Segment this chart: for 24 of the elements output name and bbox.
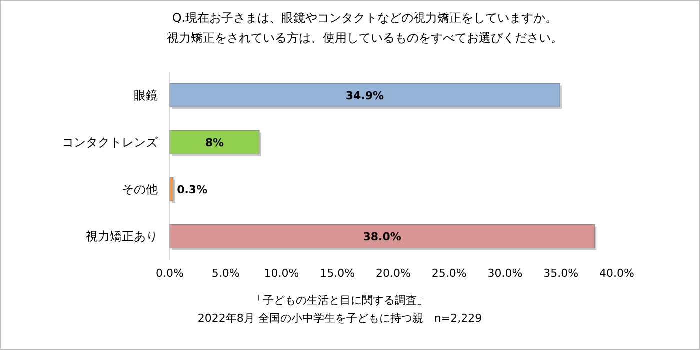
data-label: 8% <box>205 136 224 150</box>
y-tick-label: 視力矯正あり <box>86 230 158 244</box>
chart-title: Q.現在お子さまは、眼鏡やコンタクトなどの視力矯正をしていますか。 <box>172 11 558 25</box>
x-tick-label: 25.0% <box>432 267 467 280</box>
chart-subtitle: 視力矯正をされている方は、使用しているものをすべてお選びください。 <box>167 31 563 45</box>
x-tick-label: 10.0% <box>264 267 300 280</box>
bar <box>170 130 260 155</box>
text: 「子どもの生活と目に関する調査」 <box>252 294 428 307</box>
y-tick-label: コンタクトレンズ <box>62 136 159 150</box>
x-tick-label: 40.0% <box>600 267 634 280</box>
data-label: 38.0% <box>363 230 402 244</box>
bar <box>170 177 174 202</box>
x-tick-label: 15.0% <box>320 267 356 280</box>
data-label: 34.9% <box>346 90 384 102</box>
data-label: 0.3% <box>177 184 208 196</box>
text: 2022年8月 全国の小中学生を子どもに持つ親 n=2,229 <box>198 312 482 325</box>
x-tick-label: 35.0% <box>544 267 579 280</box>
y-tick-label: 眼鏡 <box>134 88 158 102</box>
y-tick-label: その他 <box>122 182 158 196</box>
x-tick-label: 0.0% <box>156 267 184 280</box>
bar <box>170 83 560 108</box>
x-tick-label: 5.0% <box>212 267 240 280</box>
x-tick-label: 30.0% <box>488 267 523 280</box>
x-tick-label: 20.0% <box>376 267 411 280</box>
